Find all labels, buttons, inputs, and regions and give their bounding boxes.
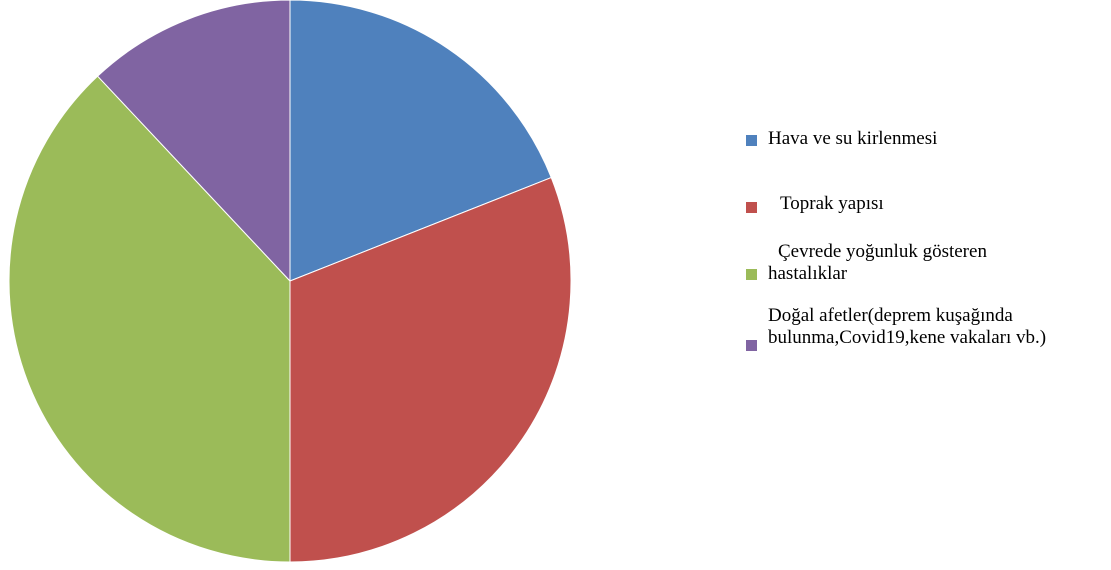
pie-slice-environmental-diseases <box>8 75 291 563</box>
legend-item-environmental-diseases: Çevrede yoğunluk gösteren hastalıklar <box>744 241 1104 285</box>
legend-swatch-environmental-diseases <box>746 269 757 280</box>
legend-item-natural-disasters: Doğal afetler(deprem kuşağında bulunma,C… <box>744 305 1104 351</box>
pie-slice-soil-structure <box>289 176 572 563</box>
legend-label-natural-disasters: Doğal afetler(deprem kuşağında bulunma,C… <box>768 305 1047 348</box>
legend-swatch-air-water-pollution <box>746 135 757 146</box>
pie-chart-plot <box>8 0 572 563</box>
legend-item-soil-structure: Toprak yapısı <box>744 193 1104 215</box>
chart-legend: Hava ve su kirlenmesi Toprak yapısı Çevr… <box>744 128 1104 351</box>
legend-swatch-soil-structure <box>746 202 757 213</box>
pie-slice-natural-disasters <box>96 0 291 283</box>
legend-label-air-water-pollution: Hava ve su kirlenmesi <box>768 128 938 149</box>
legend-label-soil-structure: Toprak yapısı <box>780 193 884 214</box>
legend-swatch-natural-disasters <box>746 340 757 351</box>
pie-slice-air-water-pollution <box>289 0 552 282</box>
legend-item-air-water-pollution: Hava ve su kirlenmesi <box>744 128 1104 150</box>
legend-label-environmental-diseases: Çevrede yoğunluk gösteren hastalıklar <box>768 241 987 284</box>
